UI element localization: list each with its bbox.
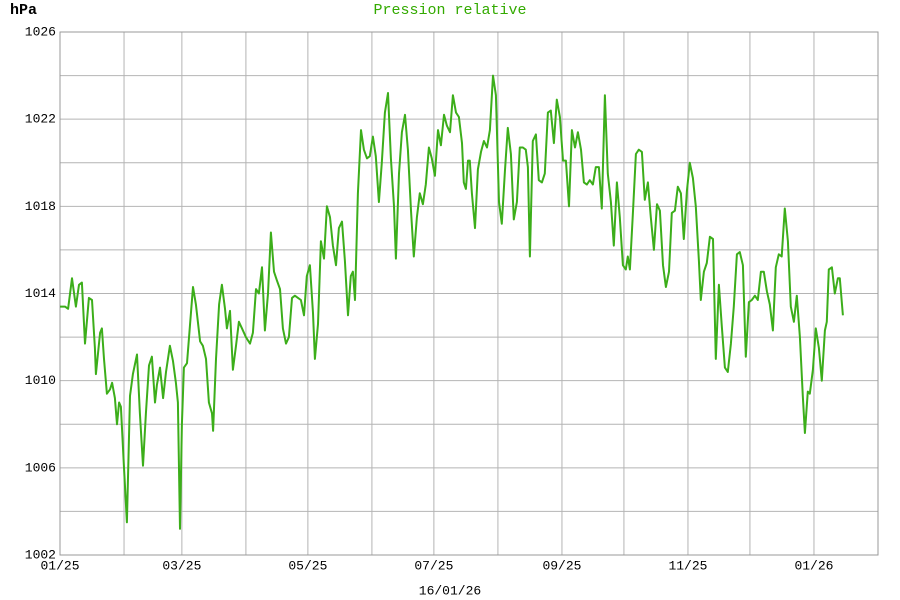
x-tick-label: 05/25 [288,558,327,573]
y-tick-label: 1014 [25,286,56,301]
x-tick-label: 01/26 [794,558,833,573]
x-tick-label: 07/25 [414,558,453,573]
plot-frame [59,31,879,556]
chart-title: Pression relative [373,2,526,19]
y-tick-label: 1010 [25,373,56,388]
x-tick-label: 03/25 [162,558,201,573]
y-tick-label: 1002 [25,547,56,562]
x-tick-label: 11/25 [668,558,707,573]
y-tick-label: 1006 [25,460,56,475]
y-tick-label: 1022 [25,112,56,127]
x-axis-label: 16/01/26 [419,583,481,598]
y-tick-label: 1018 [25,199,56,214]
x-tick-label: 01/25 [40,558,79,573]
y-axis-label: hPa [10,2,37,19]
y-tick-label: 1026 [25,24,56,39]
data-line [60,74,844,530]
x-tick-label: 09/25 [542,558,581,573]
